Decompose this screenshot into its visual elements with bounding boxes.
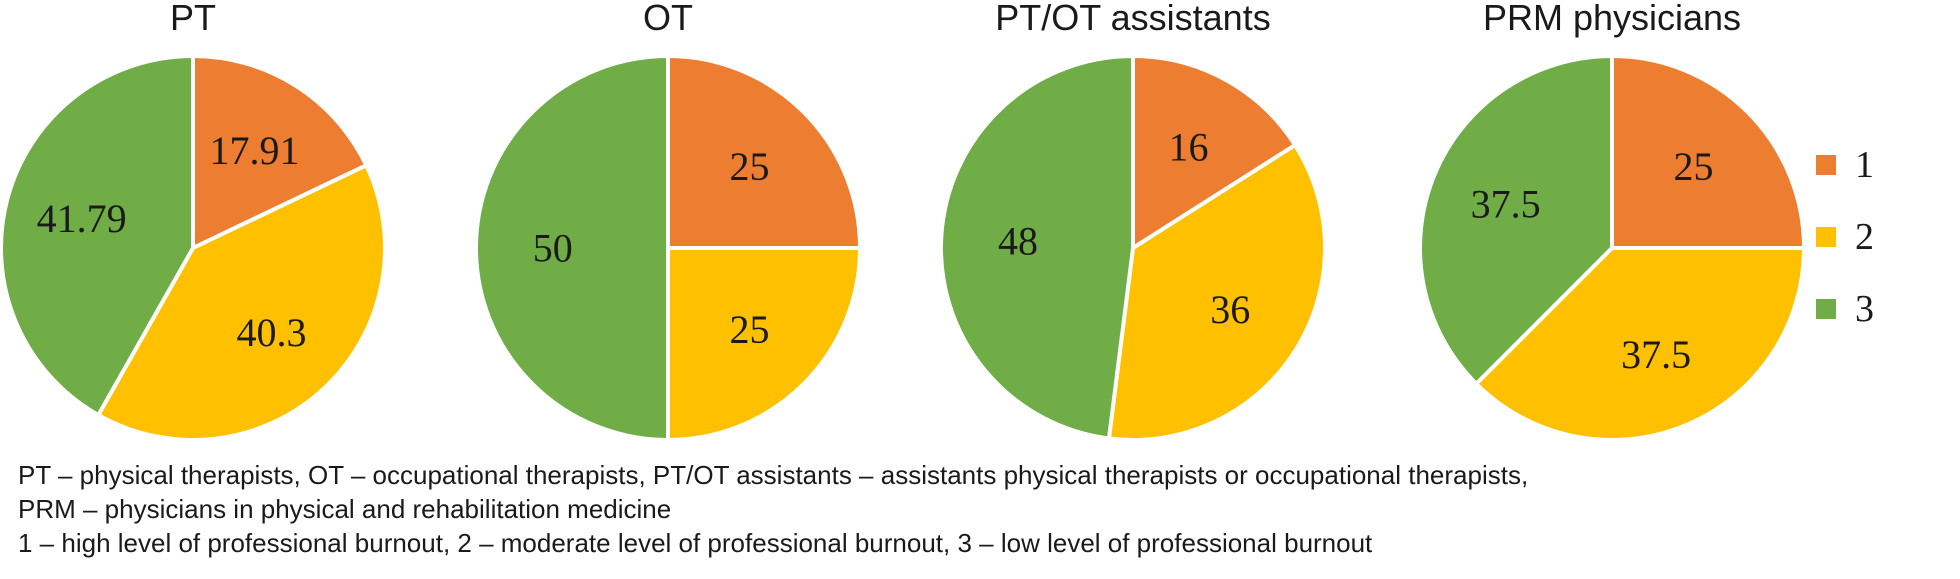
caption-line-prm: PRM – physicians in physical and rehabil… [18,494,672,524]
data-label-ot-2: 25 [730,307,770,352]
legend-swatch-1 [1816,155,1836,175]
pie-slice-pt-3 [0,54,195,418]
legend-label-3: 3 [1855,288,1874,330]
data-label-pt-ot-assistants-3: 48 [998,218,1038,263]
pie-slice-pt-ot-assistants-3 [939,54,1135,441]
pie-slice-prm-physicians-1 [1610,54,1806,250]
data-label-pt-1: 17.91 [210,128,300,173]
pie-slice-prm-physicians-2 [1474,246,1806,442]
pie-slice-ot-1 [666,54,862,250]
data-label-prm-physicians-3: 37.5 [1471,181,1541,226]
pie-slice-prm-physicians-3 [1418,54,1614,386]
data-label-pt-ot-assistants-1: 16 [1169,125,1209,170]
data-label-ot-3: 50 [533,226,573,271]
legend-swatch-2 [1816,227,1836,247]
data-label-pt-2: 40.3 [237,310,307,355]
pie-title-ot: OT [643,0,693,38]
figure-caption: PT – physical therapists, OT – occupatio… [18,458,1958,560]
legend-label-2: 2 [1855,216,1874,258]
caption-line-levels: 1 – high level of professional burnout, … [18,528,1373,558]
pie-slice-pt-ot-assistants-1 [1131,54,1298,250]
data-label-prm-physicians-2: 37.5 [1621,332,1691,377]
data-label-pt-3: 41.79 [37,196,127,241]
pie-slice-pt-1 [191,54,369,250]
data-label-pt-ot-assistants-2: 36 [1210,287,1250,332]
legend-label-1: 1 [1855,144,1874,186]
pie-slice-ot-2 [666,246,862,442]
data-label-prm-physicians-1: 25 [1674,144,1714,189]
pie-title-pt: PT [170,0,216,38]
caption-line-abbreviations: PT – physical therapists, OT – occupatio… [18,460,1529,490]
data-label-ot-1: 25 [730,144,770,189]
pie-slice-pt-2 [96,163,387,442]
pie-slice-ot-3 [474,54,670,442]
pie-title-prm-physicians: PRM physicians [1483,0,1741,38]
pie-title-pt-ot-assistants: PT/OT assistants [995,0,1270,38]
legend-swatch-3 [1816,299,1836,319]
pie-slice-pt-ot-assistants-2 [1106,143,1327,442]
